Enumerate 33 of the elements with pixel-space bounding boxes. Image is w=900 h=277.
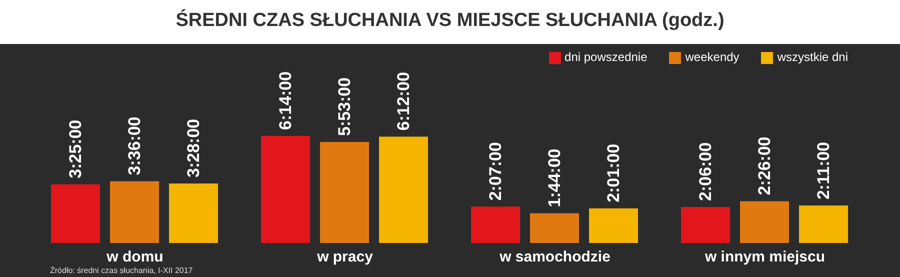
legend-label: weekendy: [685, 50, 740, 64]
bar: [51, 184, 100, 243]
legend-label: wszystkie dni: [777, 50, 848, 64]
chart-title: ŚREDNI CZAS SŁUCHANIA VS MIEJSCE SŁUCHANIA (godz.): [174, 8, 726, 33]
bar: [799, 206, 848, 243]
data-label: 2:07:00: [486, 142, 505, 201]
x-tick-label: w innym miejscu: [704, 248, 826, 266]
bar: [261, 136, 310, 243]
x-tick-label: w domu: [106, 248, 164, 266]
data-label: 2:06:00: [696, 142, 715, 201]
data-label: 3:25:00: [66, 120, 85, 178]
bar: [471, 206, 520, 243]
bar: [589, 208, 638, 243]
bar: [169, 183, 218, 243]
data-label: 6:12:00: [394, 72, 413, 131]
data-label: 6:14:00: [276, 71, 295, 130]
bar: [110, 181, 159, 243]
data-label: 3:36:00: [125, 116, 144, 176]
bar: [681, 206, 730, 243]
x-tick-label: w samochodzie: [498, 248, 610, 266]
x-tick-label: w pracy: [316, 248, 374, 266]
text: Źródło: średni czas słuchania, I-XII 2017: [50, 266, 193, 275]
bar: [379, 136, 428, 243]
legend-label: dni powszednie: [564, 50, 648, 64]
data-label: 2:26:00: [755, 136, 774, 196]
data-label: 1:44:00: [545, 148, 564, 208]
data-label: 3:28:00: [184, 118, 203, 178]
bar: [740, 201, 789, 243]
data-label: 2:01:00: [604, 144, 623, 202]
data-label: 5:53:00: [335, 77, 354, 136]
data-label: 2:11:00: [814, 142, 833, 200]
bar: [320, 142, 369, 243]
bar: [530, 213, 579, 243]
